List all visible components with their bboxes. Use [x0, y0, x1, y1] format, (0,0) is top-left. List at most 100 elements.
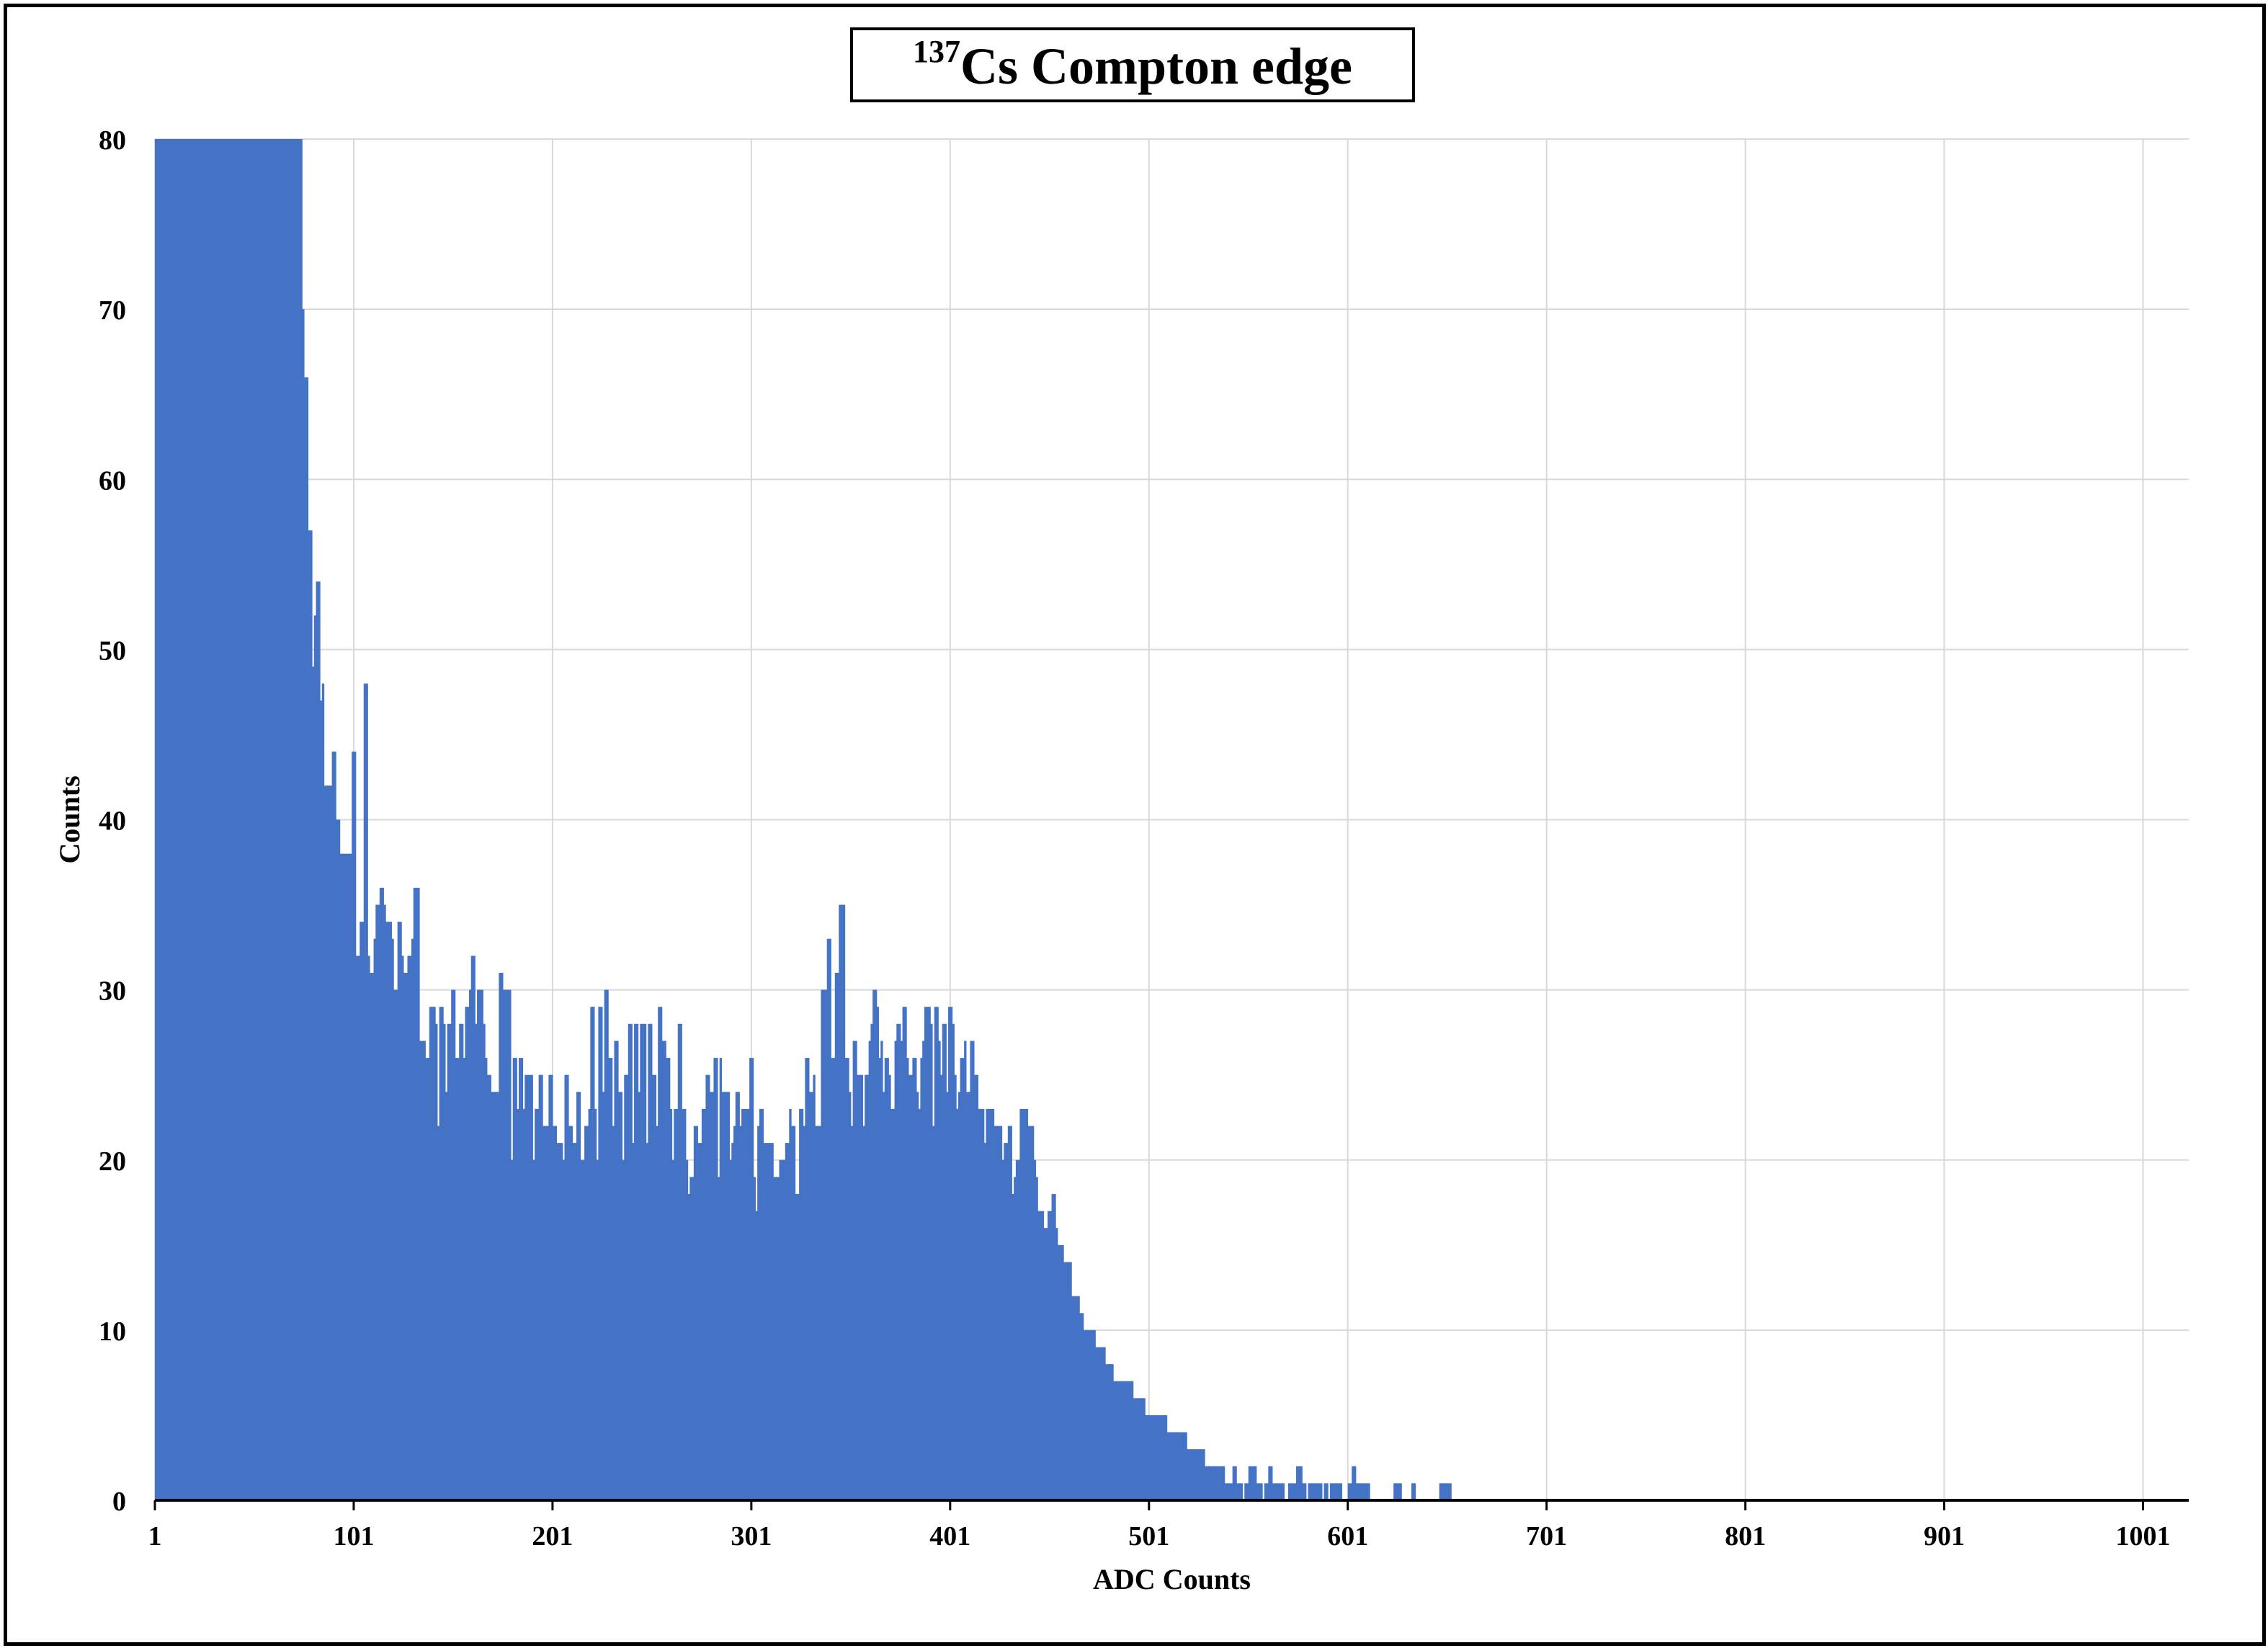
bar — [367, 956, 370, 1500]
bar — [803, 1126, 805, 1500]
bar — [1192, 1449, 1195, 1500]
bar — [1140, 1398, 1144, 1500]
bar — [576, 1092, 579, 1500]
bar — [190, 139, 194, 1500]
bar — [886, 1058, 889, 1500]
bar — [182, 139, 185, 1500]
bar — [155, 139, 158, 1500]
bar — [1156, 1415, 1160, 1500]
bar — [328, 785, 331, 1500]
bar — [643, 1023, 647, 1500]
bar — [659, 1007, 663, 1500]
bar — [572, 1143, 575, 1500]
bar — [352, 752, 354, 1500]
bar — [1115, 1381, 1118, 1500]
bar — [1001, 1159, 1004, 1500]
bar — [616, 1041, 619, 1500]
bar — [214, 139, 218, 1500]
bar — [1352, 1466, 1354, 1500]
bar — [337, 819, 341, 1500]
bar — [302, 309, 305, 1500]
bar — [1393, 1483, 1396, 1500]
bar — [882, 1092, 885, 1500]
bar — [431, 1007, 434, 1500]
bar — [1258, 1483, 1261, 1500]
bar — [1017, 1159, 1020, 1500]
bar — [166, 139, 169, 1500]
bar — [956, 1108, 959, 1500]
bar — [360, 922, 362, 1500]
bar — [653, 1074, 657, 1500]
bar — [230, 139, 233, 1500]
bar — [329, 785, 333, 1500]
y-tick-label: 30 — [99, 976, 126, 1007]
bar — [465, 1007, 468, 1500]
bar — [957, 1092, 961, 1500]
bar — [365, 683, 368, 1500]
bar — [564, 1074, 567, 1500]
bar — [195, 139, 197, 1500]
bar — [703, 1108, 706, 1500]
bar — [1107, 1364, 1110, 1500]
bar — [926, 1007, 929, 1500]
bar — [192, 139, 195, 1500]
x-tick-label: 401 — [929, 1521, 970, 1551]
bar — [556, 1143, 559, 1500]
bar — [807, 1058, 810, 1500]
bar — [991, 1108, 995, 1500]
bar — [705, 1074, 708, 1500]
bar — [671, 1159, 674, 1500]
bar — [184, 139, 187, 1500]
bar — [437, 1126, 440, 1500]
bar — [580, 1159, 583, 1500]
bar — [908, 1074, 911, 1500]
bar — [439, 1007, 442, 1500]
bar — [240, 139, 244, 1500]
bar — [1166, 1432, 1169, 1500]
bar — [1363, 1483, 1367, 1500]
bar — [449, 1023, 452, 1500]
bar — [1111, 1364, 1114, 1500]
bar — [669, 1108, 673, 1500]
bar — [413, 887, 416, 1500]
bar — [1339, 1483, 1343, 1500]
bar — [890, 1108, 893, 1500]
bar — [423, 1041, 426, 1500]
bar — [1232, 1466, 1236, 1500]
bar — [1256, 1483, 1259, 1500]
bar — [1023, 1108, 1027, 1500]
bar — [177, 139, 179, 1500]
bar — [759, 1108, 762, 1500]
bar — [968, 1092, 971, 1500]
bar — [847, 1058, 849, 1500]
bar — [535, 1108, 537, 1500]
bar — [477, 989, 480, 1500]
bar — [393, 989, 396, 1500]
bar — [312, 666, 315, 1500]
bar — [797, 1193, 800, 1500]
bar — [701, 1108, 705, 1500]
bar — [1308, 1483, 1311, 1500]
bar — [1252, 1466, 1255, 1500]
bar — [1169, 1432, 1171, 1500]
bar — [517, 1108, 519, 1500]
bar — [787, 1143, 790, 1500]
bar — [528, 1074, 532, 1500]
bar — [224, 139, 227, 1500]
bar — [280, 139, 283, 1500]
bar — [620, 1092, 623, 1500]
bar — [478, 989, 482, 1500]
bar — [1353, 1466, 1357, 1500]
bar — [208, 139, 211, 1500]
bar — [1155, 1415, 1158, 1500]
bar — [648, 1023, 651, 1500]
bar — [562, 1159, 566, 1500]
bar — [349, 853, 352, 1500]
bar — [757, 1126, 760, 1500]
bar — [397, 922, 401, 1500]
bar — [298, 139, 301, 1500]
bar — [1014, 1177, 1017, 1500]
bar — [172, 139, 176, 1500]
bar — [964, 1041, 967, 1500]
bar — [1004, 1143, 1006, 1500]
